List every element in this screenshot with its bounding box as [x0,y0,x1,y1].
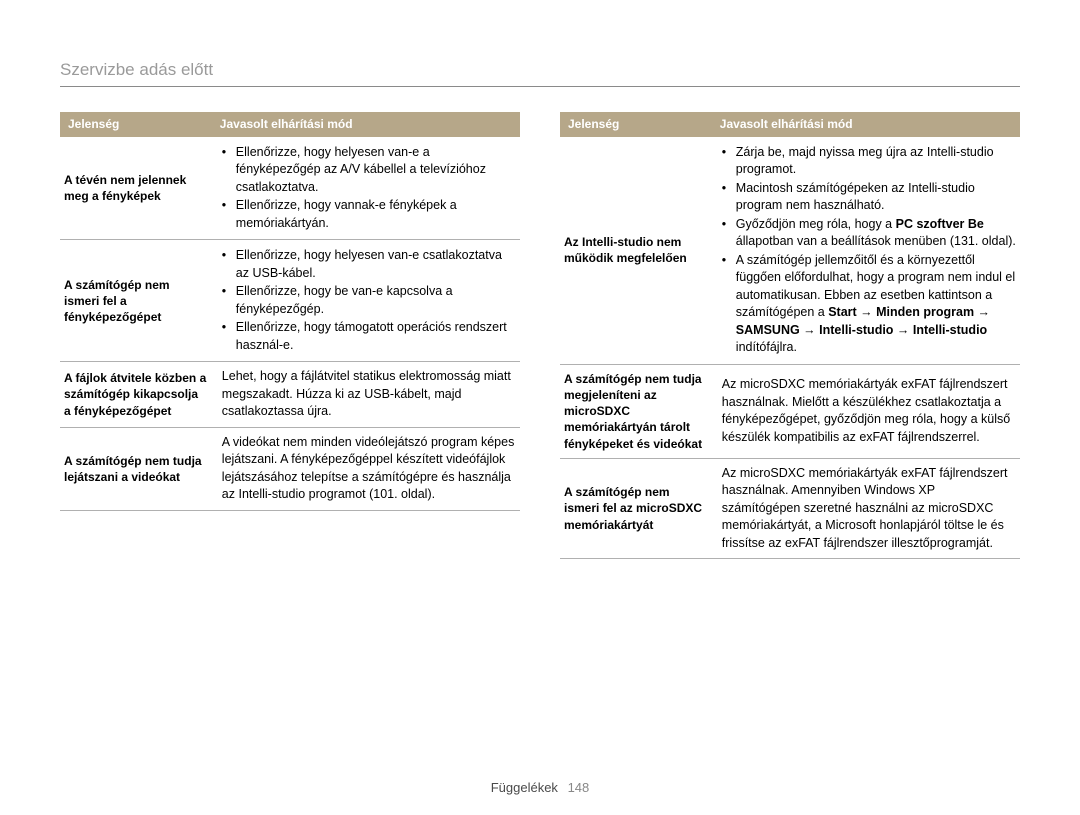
row-label: A számítógép nem ismeri fel a fényképező… [60,240,212,362]
right-column: Jelenség Javasolt elhárítási mód Az Inte… [560,112,1020,559]
row-solution: Az microSDXC memóriakártyák exFAT fájlre… [712,364,1020,458]
page-footer: Függelékek 148 [0,780,1080,795]
plain-text: Lehet, hogy a fájlátvitel statikus elekt… [216,368,516,421]
row-label: A tévén nem jelennek meg a fényképek [60,137,212,240]
row-label: A számítógép nem ismeri fel az microSDXC… [560,458,712,559]
table-header-symptom: Jelenség [60,112,212,137]
table-row: A számítógép nem tudja lejátszani a vide… [60,427,520,510]
right-table: Jelenség Javasolt elhárítási mód Az Inte… [560,112,1020,559]
content-columns: Jelenség Javasolt elhárítási mód A tévén… [60,112,1020,559]
row-solution: A videókat nem minden videólejátszó prog… [212,427,520,510]
table-row: A számítógép nem tudja megjeleníteni az … [560,364,1020,458]
plain-text: A videókat nem minden videólejátszó prog… [216,434,516,504]
page-number: 148 [568,780,590,795]
plain-text: Az microSDXC memóriakártyák exFAT fájlre… [716,465,1016,553]
table-header-symptom: Jelenség [560,112,712,137]
table-row: A számítógép nem ismeri fel az microSDXC… [560,458,1020,559]
row-solution: Zárja be, majd nyissa meg újra az Intell… [712,137,1020,365]
table-header-solution: Javasolt elhárítási mód [212,112,520,137]
bullet-item: Győződjön meg róla, hogy a PC szoftver B… [722,216,1016,251]
row-solution: Ellenőrizze, hogy helyesen van-e a fényk… [212,137,520,240]
bullet-item: Macintosh számítógépeken az Intelli-stud… [722,180,1016,215]
row-label: A számítógép nem tudja megjeleníteni az … [560,364,712,458]
bullet-item: Ellenőrizze, hogy vannak-e fényképek a m… [222,197,516,232]
bullet-item: A számítógép jellemzőitől és a környezet… [722,252,1016,357]
left-table: Jelenség Javasolt elhárítási mód A tévén… [60,112,520,511]
table-row: A tévén nem jelennek meg a fényképekElle… [60,137,520,240]
row-label: A fájlok átvitele közben a számítógép ki… [60,362,212,428]
bullet-item: Ellenőrizze, hogy be van-e kapcsolva a f… [222,283,516,318]
left-column: Jelenség Javasolt elhárítási mód A tévén… [60,112,520,559]
bullet-item: Zárja be, majd nyissa meg újra az Intell… [722,144,1016,179]
table-row: Az Intelli-studio nem működik megfelelőe… [560,137,1020,365]
bullet-item: Ellenőrizze, hogy helyesen van-e a fényk… [222,144,516,197]
table-row: A fájlok átvitele közben a számítógép ki… [60,362,520,428]
bullet-item: Ellenőrizze, hogy támogatott operációs r… [222,319,516,354]
row-solution: Lehet, hogy a fájlátvitel statikus elekt… [212,362,520,428]
footer-label: Függelékek [491,780,558,795]
row-label: Az Intelli-studio nem működik megfelelőe… [560,137,712,365]
plain-text: Az microSDXC memóriakártyák exFAT fájlre… [716,376,1016,446]
table-header-solution: Javasolt elhárítási mód [712,112,1020,137]
row-solution: Az microSDXC memóriakártyák exFAT fájlre… [712,458,1020,559]
row-solution: Ellenőrizze, hogy helyesen van-e csatlak… [212,240,520,362]
page-title: Szervizbe adás előtt [60,60,1020,80]
title-divider [60,86,1020,87]
table-row: A számítógép nem ismeri fel a fényképező… [60,240,520,362]
row-label: A számítógép nem tudja lejátszani a vide… [60,427,212,510]
bullet-item: Ellenőrizze, hogy helyesen van-e csatlak… [222,247,516,282]
